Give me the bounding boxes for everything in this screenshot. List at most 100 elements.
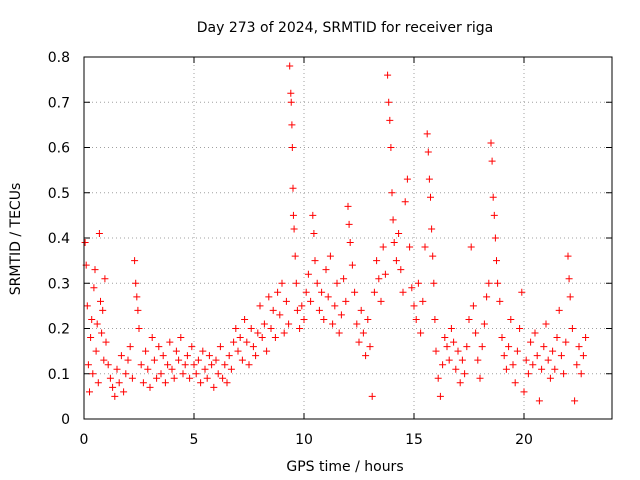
data-point (546, 374, 554, 382)
data-point (410, 302, 418, 310)
data-point (236, 334, 244, 342)
data-point (271, 334, 279, 342)
data-point (139, 379, 147, 387)
data-point (263, 347, 271, 355)
data-point (190, 361, 198, 369)
data-point (412, 315, 420, 323)
data-point (456, 379, 464, 387)
data-point (555, 306, 563, 314)
data-point (102, 338, 110, 346)
data-point (179, 370, 187, 378)
data-point (571, 397, 579, 405)
x-tick-label: 5 (190, 432, 199, 448)
data-point (124, 356, 132, 364)
data-point (560, 370, 568, 378)
y-tick-label: 0.4 (48, 231, 70, 247)
data-point (241, 315, 249, 323)
data-point (333, 279, 341, 287)
y-tick-label: 0.1 (48, 367, 70, 383)
x-tick-label: 10 (295, 432, 313, 448)
data-point (469, 302, 477, 310)
y-tick-label: 0 (61, 412, 70, 428)
data-points (81, 62, 590, 405)
data-point (428, 225, 436, 233)
data-point (364, 315, 372, 323)
data-point (408, 284, 416, 292)
data-point (267, 325, 275, 332)
data-point (83, 302, 91, 310)
data-point (157, 370, 165, 378)
x-tick-label: 0 (80, 432, 89, 448)
data-point (498, 334, 506, 342)
data-point (381, 270, 389, 278)
data-point (406, 243, 414, 251)
data-point (310, 229, 318, 237)
data-point (247, 325, 255, 332)
data-point (399, 288, 407, 296)
data-point (172, 347, 180, 355)
data-point (474, 356, 482, 364)
data-point (282, 297, 290, 305)
data-point (137, 361, 145, 369)
data-point (494, 279, 502, 287)
data-point (529, 361, 537, 369)
data-point (225, 352, 233, 360)
data-point (203, 374, 211, 382)
data-point (135, 325, 143, 332)
y-tick-label: 0.7 (48, 95, 70, 111)
data-point (293, 306, 301, 314)
data-point (234, 347, 242, 355)
data-point (505, 343, 513, 351)
data-point (454, 347, 462, 355)
data-point (183, 352, 191, 360)
data-point (490, 211, 498, 219)
data-point (386, 116, 394, 124)
data-point (252, 352, 260, 360)
grid (84, 57, 612, 419)
data-point (109, 383, 117, 391)
data-point (557, 352, 565, 360)
data-point (117, 352, 125, 360)
data-point (128, 374, 136, 382)
data-point (488, 157, 496, 165)
data-point (531, 329, 539, 337)
data-point (81, 239, 89, 247)
data-point (274, 288, 282, 296)
data-point (99, 306, 107, 314)
data-point (289, 184, 297, 192)
data-point (144, 365, 152, 373)
data-point (205, 352, 213, 360)
data-point (414, 279, 422, 287)
data-point (87, 334, 95, 342)
data-point (427, 193, 434, 201)
data-point (566, 293, 574, 301)
data-point (565, 275, 573, 283)
data-point (133, 293, 141, 301)
data-point (551, 365, 559, 373)
data-point (373, 257, 381, 265)
data-point (337, 311, 345, 319)
data-point (177, 334, 185, 342)
data-point (384, 71, 392, 79)
data-point (579, 352, 587, 360)
data-point (278, 279, 286, 287)
chart-title: Day 273 of 2024, SRMTID for receiver rig… (197, 20, 494, 36)
data-point (126, 343, 134, 351)
data-point (436, 392, 444, 400)
data-point (131, 257, 139, 265)
data-point (385, 98, 393, 106)
data-point (544, 356, 552, 364)
data-point (388, 189, 396, 197)
data-point (175, 356, 183, 364)
data-point (161, 379, 169, 387)
data-point (227, 365, 235, 373)
data-point (322, 266, 330, 274)
data-point (113, 365, 121, 373)
data-point (269, 306, 277, 314)
data-point (496, 297, 504, 305)
data-point (450, 338, 458, 346)
data-point (527, 338, 535, 346)
data-point (94, 379, 102, 387)
data-point (288, 144, 296, 151)
data-point (434, 374, 442, 382)
